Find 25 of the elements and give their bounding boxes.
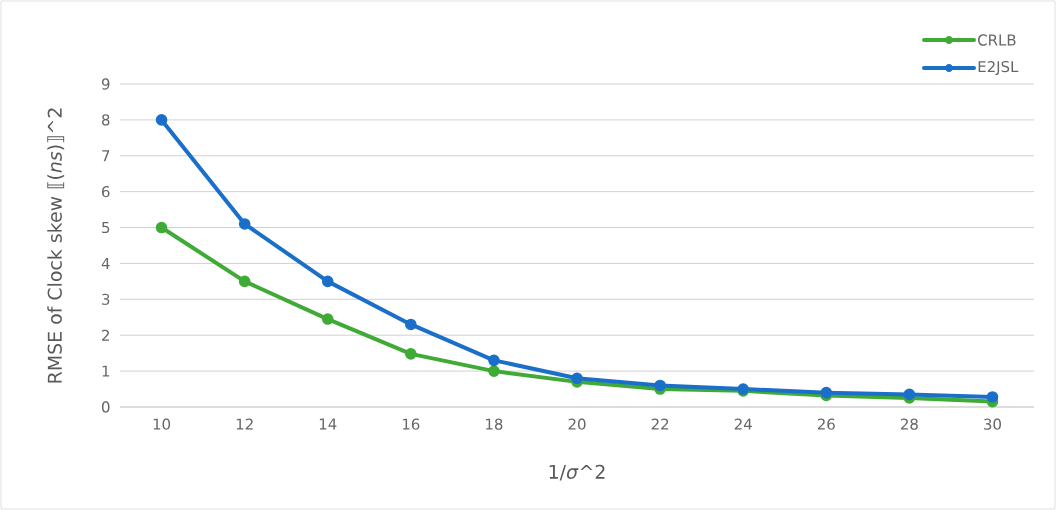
- x-tick-label: 26: [817, 418, 835, 430]
- x-tick-label: 24: [734, 418, 752, 430]
- x-tick-label: 22: [651, 418, 669, 430]
- y-axis-title: RMSE of Clock skew ⟦(ns)⟧^2: [47, 108, 65, 383]
- y-tick-label: 9: [101, 78, 110, 90]
- x-tick-label: 28: [900, 418, 918, 430]
- x-tick-label: 12: [236, 418, 253, 430]
- legend-label: CRLB: [978, 34, 1016, 46]
- y-tick-label: 3: [102, 293, 110, 305]
- x-tick-label: 18: [486, 418, 503, 430]
- y-tick-label: 7: [102, 150, 110, 162]
- x-tick-label: 10: [153, 418, 171, 430]
- x-axis-title: 1/σ^2: [549, 464, 605, 481]
- y-tick-label: 1: [102, 365, 110, 377]
- y-tick-label: 8: [102, 114, 110, 126]
- x-tick-label: 14: [319, 418, 337, 430]
- y-tick-label: 2: [102, 329, 109, 341]
- x-tick-label: 20: [568, 418, 586, 430]
- y-tick-label: 4: [101, 257, 110, 269]
- x-tick-label: 30: [984, 418, 1001, 430]
- legend-label: E2JSL: [978, 60, 1019, 76]
- x-tick-label: 16: [402, 418, 420, 430]
- y-tick-label: 5: [102, 221, 110, 234]
- y-tick-label: 0: [101, 401, 110, 413]
- y-tick-label: 6: [102, 186, 110, 198]
